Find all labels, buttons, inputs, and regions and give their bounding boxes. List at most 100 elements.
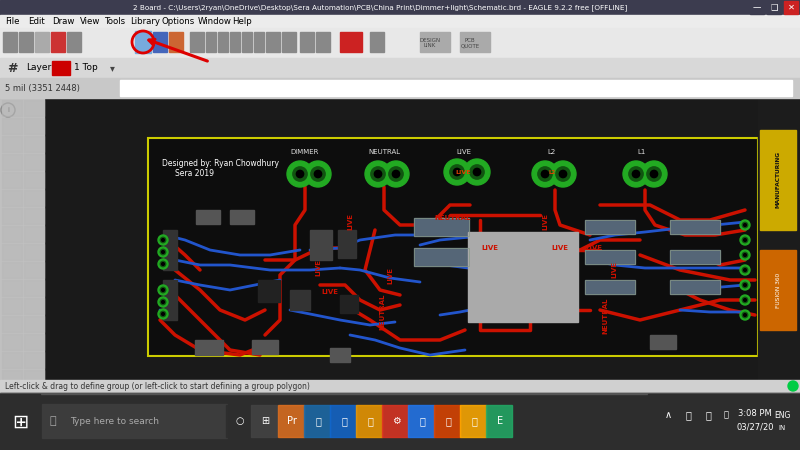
Circle shape: [158, 285, 168, 295]
Bar: [0, 0, 800, 15]
Bar: [290, 290, 310, 310]
Bar: [153, 32, 167, 52]
Circle shape: [162, 263, 165, 266]
Circle shape: [383, 161, 409, 187]
Bar: [434, 405, 460, 437]
Bar: [2, 154, 22, 170]
Text: 🔥: 🔥: [445, 416, 451, 426]
Text: 🔊: 🔊: [705, 410, 711, 420]
Bar: [0, 380, 800, 393]
Bar: [44, 98, 800, 380]
Circle shape: [160, 311, 166, 317]
Bar: [24, 316, 44, 332]
Bar: [370, 32, 384, 52]
Text: LIVE: LIVE: [455, 171, 470, 176]
Circle shape: [740, 295, 750, 305]
Bar: [316, 32, 330, 52]
Circle shape: [162, 313, 165, 315]
Bar: [460, 32, 490, 52]
Circle shape: [162, 251, 165, 253]
Bar: [2, 316, 22, 332]
Text: File: File: [5, 17, 19, 26]
Bar: [585, 250, 635, 264]
Bar: [0, 393, 800, 394]
Circle shape: [374, 171, 382, 178]
Circle shape: [371, 167, 385, 181]
Circle shape: [788, 381, 798, 391]
Text: Window: Window: [198, 17, 232, 26]
Bar: [310, 230, 332, 260]
Circle shape: [389, 167, 403, 181]
Bar: [585, 280, 635, 294]
Circle shape: [474, 168, 481, 176]
Bar: [163, 230, 177, 270]
Text: ○: ○: [236, 416, 244, 426]
Bar: [0, 78, 800, 98]
Circle shape: [742, 282, 748, 288]
Bar: [254, 32, 264, 52]
Circle shape: [454, 168, 461, 176]
Text: ▾: ▾: [110, 63, 115, 73]
Bar: [67, 32, 81, 52]
Bar: [3, 32, 17, 52]
Bar: [195, 340, 223, 355]
Circle shape: [550, 161, 576, 187]
Circle shape: [742, 222, 748, 228]
Text: DIMMER: DIMMER: [291, 149, 319, 155]
Bar: [169, 32, 183, 52]
Circle shape: [311, 167, 325, 181]
Bar: [230, 210, 254, 224]
Bar: [670, 280, 720, 294]
Bar: [2, 244, 22, 260]
Circle shape: [450, 165, 464, 179]
Bar: [2, 100, 22, 116]
Bar: [304, 405, 330, 437]
Circle shape: [740, 250, 750, 260]
Bar: [190, 32, 204, 52]
Text: ENG: ENG: [774, 410, 790, 419]
Text: LIVE: LIVE: [387, 266, 393, 284]
Bar: [278, 405, 304, 437]
Bar: [24, 208, 44, 224]
Bar: [251, 405, 277, 437]
Bar: [486, 405, 512, 437]
Circle shape: [556, 167, 570, 181]
Text: ⬛: ⬛: [367, 416, 373, 426]
Circle shape: [742, 312, 748, 318]
Bar: [670, 280, 720, 294]
Text: ⬛: ⬛: [471, 416, 477, 426]
Circle shape: [742, 252, 748, 258]
Text: LIVE: LIVE: [315, 260, 321, 276]
Text: LIVE: LIVE: [611, 261, 617, 279]
Bar: [2, 226, 22, 242]
Bar: [670, 250, 720, 264]
Bar: [340, 32, 362, 52]
Bar: [2, 190, 22, 206]
Bar: [2, 298, 22, 314]
Text: LIVE: LIVE: [586, 245, 602, 251]
Bar: [758, 98, 800, 380]
Circle shape: [162, 238, 165, 241]
Text: Library: Library: [130, 17, 160, 26]
Circle shape: [162, 288, 165, 292]
Circle shape: [743, 269, 746, 271]
Bar: [2, 208, 22, 224]
Bar: [585, 220, 635, 234]
Circle shape: [158, 309, 168, 319]
Bar: [767, 1, 781, 14]
Circle shape: [740, 280, 750, 290]
Text: 📁: 📁: [341, 416, 347, 426]
Bar: [24, 298, 44, 314]
Bar: [24, 226, 44, 242]
Circle shape: [743, 254, 746, 256]
Text: E: E: [497, 416, 503, 426]
Bar: [330, 348, 350, 362]
Bar: [585, 280, 635, 294]
Bar: [24, 352, 44, 368]
Circle shape: [162, 301, 165, 303]
Bar: [24, 370, 44, 386]
Bar: [670, 250, 720, 264]
Circle shape: [629, 167, 643, 181]
Bar: [35, 32, 49, 52]
Circle shape: [160, 249, 166, 255]
